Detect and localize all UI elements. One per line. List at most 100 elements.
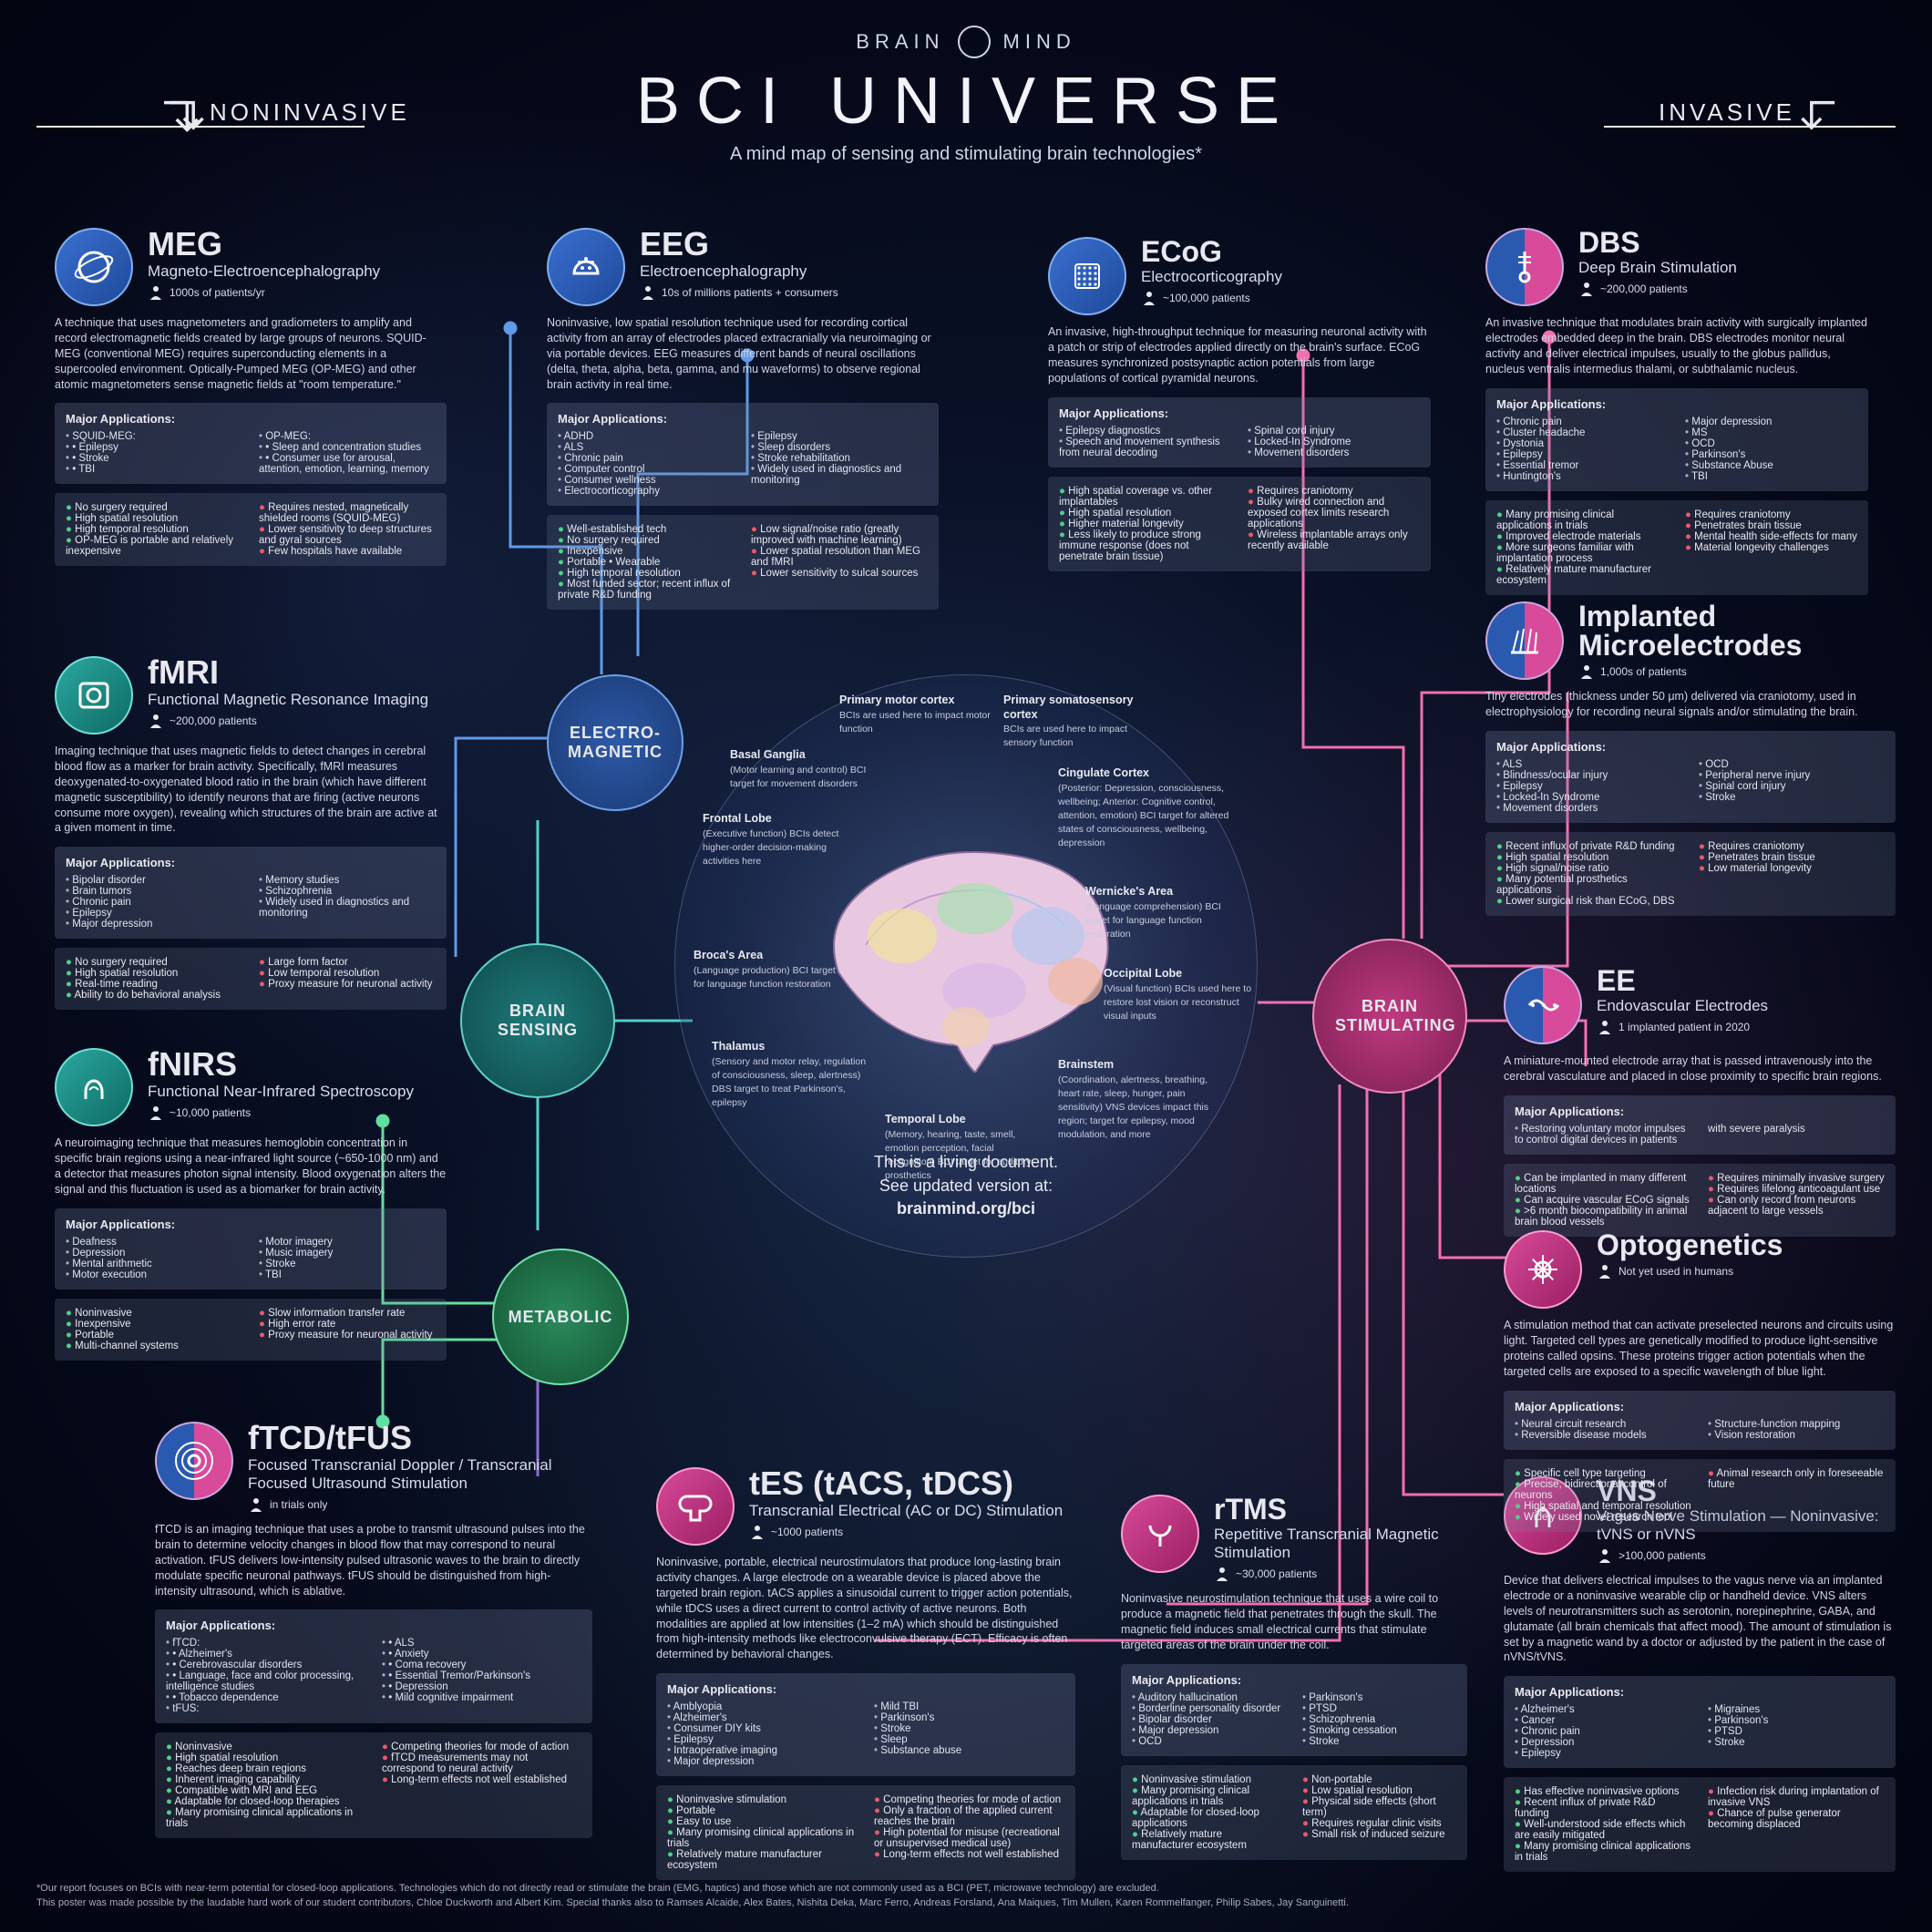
main-title: BCI UNIVERSE [0,64,1932,139]
ftcd-stat: in trials only [248,1496,592,1513]
hub-metabolic: METABOLIC [492,1249,629,1385]
ecog-fullname: Electrocorticography [1141,268,1431,286]
ee-description: A miniature-mounted electrode array that… [1504,1053,1896,1084]
ee-fullname: Endovascular Electrodes [1597,997,1896,1015]
rtms-stat: ~30,000 patients [1214,1566,1467,1582]
ee-icon [1504,966,1582,1044]
brand-right: MIND [1003,30,1076,54]
subtitle: A mind map of sensing and stimulating br… [0,144,1932,165]
card-rtms: rTMSRepetitive Transcranial Magnetic Sti… [1121,1495,1467,1860]
opto-applications: Major Applications:Neural circuit resear… [1504,1391,1896,1450]
ecog-icon [1048,237,1126,315]
rtms-description: Noninvasive neurostimulation technique t… [1121,1591,1467,1653]
rtms-abbr: rTMS [1214,1495,1467,1524]
brand-line: BRAIN MIND [0,26,1932,58]
tes-icon [656,1467,735,1546]
fmri-abbr: fMRI [148,656,447,689]
ftcd-description: fTCD is an imaging technique that uses a… [155,1522,592,1598]
rtms-fullname: Repetitive Transcranial Magnetic Stimula… [1214,1526,1467,1562]
ime-icon [1485,601,1564,680]
hub-brain-sensing: BRAIN SENSING [460,943,615,1098]
meg-stat: 1000s of patients/yr [148,284,447,301]
meg-description: A technique that uses magnetometers and … [55,315,447,392]
opto-description: A stimulation method that can activate p… [1504,1318,1896,1380]
brand-logo-icon [958,26,991,58]
opto-icon [1504,1230,1582,1309]
card-fnirs: fNIRS Functional Near-Infrared Spectrosco… [55,1048,447,1361]
ime-abbr: Implanted Microelectrodes [1578,601,1896,660]
dbs-proscons: Many promising clinical applications in … [1485,500,1868,595]
dbs-stat: ~200,000 patients [1578,281,1868,297]
dbs-abbr: DBS [1578,228,1868,257]
meg-applications: Major Applications:SQUID-MEG:• Epilepsy•… [55,403,447,484]
fmri-icon [55,656,133,735]
fmri-proscons: No surgery requiredHigh spatial resoluti… [55,948,447,1010]
fnirs-icon [55,1048,133,1126]
eeg-fullname: Electroencephalography [640,262,939,281]
ee-proscons: Can be implanted in many different locat… [1504,1164,1896,1237]
fnirs-fullname: Functional Near-Infrared Spectroscopy [148,1083,447,1101]
card-tes: tES (tACS, tDCS) Transcranial Electrical … [656,1467,1075,1880]
meg-icon [55,228,133,306]
meg-fullname: Magneto-Electroencephalography [148,262,447,281]
ftcd-applications: Major Applications:fTCD:• Alzheimer's• C… [155,1609,592,1723]
ecog-applications: Major Applications:Epilepsy diagnosticsS… [1048,397,1431,468]
eeg-icon [547,228,625,306]
eeg-stat: 10s of millions patients + consumers [640,284,939,301]
card-ee: EEEndovascular Electrodes1 implanted pat… [1504,966,1896,1237]
opto-abbr: Optogenetics [1597,1230,1896,1259]
eeg-description: Noninvasive, low spatial resolution tech… [547,315,939,392]
center-brain-diagram: Primary motor cortexBCIs are used here t… [674,674,1258,1258]
ee-applications: Major Applications:Restoring voluntary m… [1504,1095,1896,1155]
tes-fullname: Transcranial Electrical (AC or DC) Stimu… [749,1502,1075,1520]
opto-proscons: Specific cell type targetingPrecise, bid… [1504,1459,1896,1532]
card-eeg: EEGElectroencephalography 10s of millions… [547,228,939,610]
eeg-abbr: EEG [640,228,939,261]
dbs-applications: Major Applications:Chronic painCluster h… [1485,388,1868,491]
hub-brain-stimulating: BRAIN STIMULATING [1312,939,1467,1094]
brand-left: BRAIN [856,30,944,54]
fmri-stat: ~200,000 patients [148,713,447,729]
rtms-icon [1121,1495,1199,1573]
fnirs-stat: ~10,000 patients [148,1105,447,1121]
tes-description: Noninvasive, portable, electrical neuros… [656,1555,1075,1662]
ecog-description: An invasive, high-throughput technique f… [1048,324,1431,386]
card-fmri: fMRI Functional Magnetic Resonance Imagin… [55,656,447,1010]
tes-abbr: tES (tACS, tDCS) [749,1467,1075,1500]
ecog-abbr: ECoG [1141,237,1431,266]
card-ime: Implanted Microelectrodes 1,000s of patie… [1485,601,1896,916]
fnirs-proscons: NoninvasiveInexpensivePortableMulti-chan… [55,1299,447,1361]
header: BRAIN MIND BCI UNIVERSE A mind map of se… [0,0,1932,172]
ime-stat: 1,000s of patients [1578,663,1896,680]
fnirs-applications: Major Applications:DeafnessDepressionMen… [55,1208,447,1290]
meg-proscons: No surgery requiredHigh spatial resoluti… [55,493,447,566]
tes-stat: ~1000 patients [749,1524,1075,1540]
ime-proscons: Recent influx of private R&D fundingHigh… [1485,832,1896,916]
vns-description: Device that delivers electrical impulses… [1504,1573,1896,1665]
fmri-fullname: Functional Magnetic Resonance Imaging [148,691,447,709]
ftcd-icon [155,1422,233,1500]
fnirs-description: A neuroimaging technique that measures h… [55,1136,447,1197]
tes-proscons: Noninvasive stimulationPortableEasy to u… [656,1785,1075,1880]
eeg-proscons: Well-established techNo surgery required… [547,515,939,610]
card-ftcd: fTCD/tFUSFocused Transcranial Doppler / … [155,1422,592,1838]
ime-applications: Major Applications:ALSBlindness/ocular i… [1485,731,1896,823]
card-meg: MEGMagneto-Electroencephalography1000s o… [55,228,447,566]
card-opto: OptogeneticsNot yet used in humansA stim… [1504,1230,1896,1532]
card-dbs: DBSDeep Brain Stimulation~200,000 patien… [1485,228,1868,595]
center-caption: This is a living document. See updated v… [874,1151,1058,1220]
fmri-description: Imaging technique that uses magnetic fie… [55,744,447,836]
hub-electromagnetic: ELECTRO-MAGNETIC [547,674,683,811]
brain-icon [802,836,1130,1073]
eeg-applications: Major Applications:ADHDALSChronic painCo… [547,403,939,506]
ecog-stat: ~100,000 patients [1141,290,1431,306]
ecog-proscons: High spatial coverage vs. other implanta… [1048,477,1431,571]
ftcd-proscons: NoninvasiveHigh spatial resolutionReache… [155,1732,592,1838]
fnirs-abbr: fNIRS [148,1048,447,1081]
vns-applications: Major Applications:Alzheimer'sCancerChro… [1504,1676,1896,1768]
vns-proscons: Has effective noninvasive optionsRecent … [1504,1777,1896,1872]
rtms-proscons: Noninvasive stimulationMany promising cl… [1121,1765,1467,1860]
dbs-icon [1485,228,1564,306]
footnotes: *Our report focuses on BCIs with near-te… [36,1882,1896,1910]
tes-applications: Major Applications:AmblyopiaAlzheimer'sC… [656,1673,1075,1776]
